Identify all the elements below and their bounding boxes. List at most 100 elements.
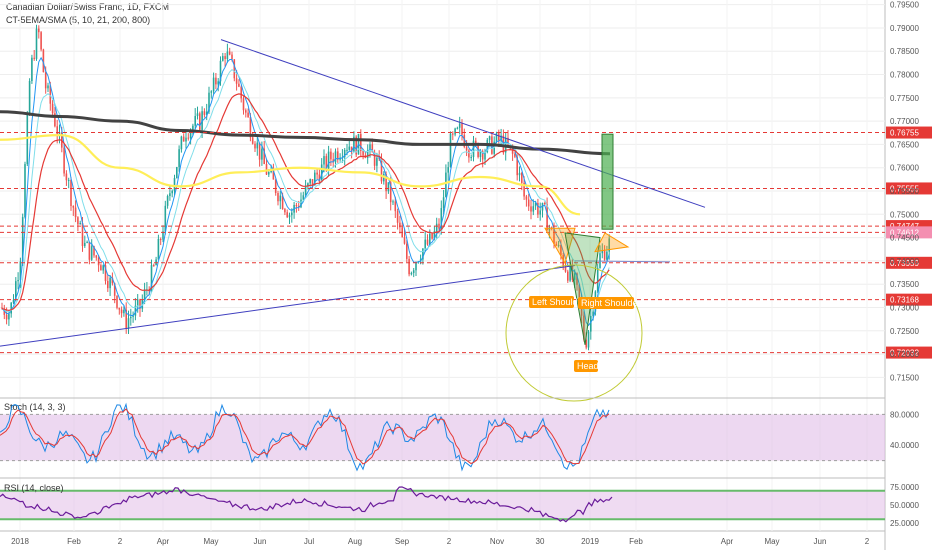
candle	[84, 235, 86, 248]
candle-body	[500, 135, 502, 141]
time-tick-label: 2	[865, 537, 870, 546]
sma-800-line	[0, 110, 611, 156]
candle-body	[173, 178, 176, 191]
candle	[134, 298, 137, 321]
candle-body	[159, 239, 162, 241]
candle-body	[608, 238, 610, 252]
time-tick-label: Nov	[490, 537, 504, 546]
price-tick-label: 0.72500	[890, 327, 919, 336]
candle-body	[355, 136, 357, 155]
time-tick-label: May	[764, 537, 779, 546]
annotation-label: Left Shoulder	[532, 297, 586, 307]
candle-body	[376, 157, 378, 166]
price-tick-label: 0.72000	[890, 350, 919, 359]
candle-body	[72, 206, 75, 208]
candle-body	[228, 51, 231, 55]
candle-body	[353, 136, 355, 153]
candle	[100, 263, 102, 271]
candle	[88, 241, 91, 265]
candle	[242, 96, 245, 115]
candle	[226, 43, 229, 63]
candle	[171, 189, 173, 198]
candle	[279, 191, 282, 210]
candle-body	[456, 127, 459, 129]
time-tick-label: Feb	[629, 537, 643, 546]
candle	[233, 58, 236, 82]
price-tick-label: 0.78000	[890, 71, 919, 80]
candle-body	[300, 199, 302, 208]
candle-body	[143, 289, 146, 300]
candle	[196, 106, 199, 120]
candle-body	[343, 149, 346, 158]
candle	[123, 305, 125, 317]
candle	[447, 161, 449, 181]
candle	[153, 263, 155, 267]
price-tick-label: 0.73500	[890, 280, 919, 289]
annotation-label-bg	[574, 360, 598, 372]
candle-body	[316, 172, 318, 175]
candle-body	[164, 205, 167, 232]
candle	[215, 72, 217, 90]
candle	[166, 194, 169, 209]
candle	[194, 108, 196, 129]
candle-body	[479, 151, 482, 157]
candle-body	[309, 179, 311, 184]
candle-body	[470, 157, 472, 159]
candle-body	[109, 277, 111, 289]
candle-body	[125, 309, 127, 329]
candle-body	[242, 98, 245, 111]
candle-body	[102, 265, 104, 271]
level-price-text: 0.73959	[890, 259, 919, 268]
candle-body	[573, 273, 576, 280]
candle	[228, 47, 231, 56]
candle-body	[387, 182, 390, 192]
price-axis: 0.79500 0.79000 0.78500 0.78000 0.77500 0.770…	[890, 1, 919, 528]
price-tick-label: 0.79500	[890, 1, 919, 10]
rsi-title: RSI (14, close)	[4, 483, 64, 493]
candle-body	[93, 246, 95, 256]
candle-body	[304, 185, 307, 196]
candle-body	[153, 265, 155, 267]
candle	[173, 174, 176, 196]
candle	[527, 193, 530, 211]
candle	[410, 271, 413, 276]
candle-body	[88, 241, 91, 260]
candle-body	[63, 147, 65, 174]
candle	[159, 237, 162, 246]
candle-body	[116, 295, 118, 308]
candle	[431, 233, 433, 240]
candle	[79, 220, 81, 225]
candle	[56, 119, 58, 144]
candle-body	[567, 271, 569, 281]
candle-body	[127, 318, 130, 329]
candle-body	[385, 174, 387, 192]
candle-body	[199, 113, 201, 130]
candle-body	[254, 143, 256, 149]
candle-body	[399, 222, 401, 228]
stoch-title: Stoch (14, 3, 3)	[4, 402, 66, 412]
ema-10-line	[1, 68, 610, 313]
candle	[544, 201, 546, 206]
time-tick-label: Aug	[348, 537, 362, 546]
candle-body	[286, 212, 288, 218]
candle-body	[495, 133, 498, 142]
candle	[456, 126, 459, 130]
candle	[65, 170, 68, 186]
candle-body	[412, 270, 415, 274]
candle	[343, 147, 346, 166]
candle	[17, 272, 19, 290]
left-shoulder-triangle	[544, 227, 576, 265]
candle	[525, 194, 528, 207]
candle	[256, 134, 259, 156]
stoch-k-line	[0, 402, 610, 472]
candle-body	[235, 78, 238, 84]
candle-body	[113, 283, 116, 296]
time-tick-label: 2019	[581, 537, 599, 546]
candle-body	[251, 137, 254, 144]
candle	[567, 269, 569, 283]
candle	[277, 190, 279, 206]
candle-body	[410, 273, 413, 275]
candle-body	[256, 142, 259, 149]
candle-body	[263, 148, 265, 165]
